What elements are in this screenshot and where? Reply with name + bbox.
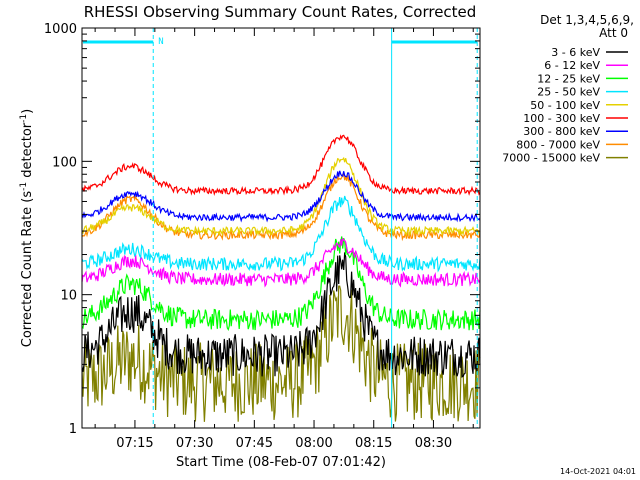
attenuator-label: Att 0 (599, 26, 628, 40)
x-tick-label: 08:00 (295, 436, 332, 451)
series-line (81, 252, 481, 378)
x-tick-label: 08:15 (355, 436, 392, 451)
x-tick-label: 07:15 (116, 436, 153, 451)
series-line (81, 237, 481, 288)
y-axis-label: Corrected Count Rate (s-1 detector-1) (19, 109, 35, 347)
legend-label: 6 - 12 keV (544, 59, 600, 72)
y-tick-label: 1000 (44, 22, 77, 37)
legend-label: 50 - 100 keV (530, 99, 600, 112)
x-tick-label: 07:45 (236, 436, 273, 451)
y-axis: 1 10 100 1000 (44, 22, 480, 437)
night-layer: N (83, 28, 478, 428)
series-line (81, 156, 481, 237)
legend-label: 3 - 6 keV (551, 46, 600, 59)
series-line (81, 170, 481, 223)
series-line (81, 134, 481, 197)
x-axis: 07:15 07:30 07:45 08:00 08:15 08:30 (94, 28, 474, 451)
series-line (81, 172, 481, 242)
series-line (81, 195, 481, 273)
legend-label: 25 - 50 keV (537, 86, 600, 99)
y-tick-label: 1 (69, 422, 77, 437)
detectors-label: Det 1,3,4,5,6,9, (540, 13, 634, 27)
timestamp: 14-Oct-2021 04:01 (560, 467, 636, 476)
legend-label: 800 - 7000 keV (516, 138, 600, 151)
x-axis-label: Start Time (08-Feb-07 07:01:42) (176, 455, 386, 470)
series-line (81, 285, 481, 422)
chart-title: RHESSI Observing Summary Count Rates, Co… (84, 3, 477, 21)
y-tick-label: 100 (52, 155, 77, 170)
legend-label: 12 - 25 keV (537, 72, 600, 85)
series-line (81, 236, 481, 331)
x-tick-label: 07:30 (176, 436, 213, 451)
x-tick-label: 08:30 (415, 436, 452, 451)
legend-label: 300 - 800 keV (523, 125, 600, 138)
legend-label: 7000 - 15000 keV (502, 152, 600, 165)
legend-label: 100 - 300 keV (523, 112, 600, 125)
night-marker-label: N (158, 37, 163, 47)
series-layer (81, 134, 481, 422)
plot-frame (81, 27, 481, 429)
y-tick-label: 10 (60, 289, 77, 304)
